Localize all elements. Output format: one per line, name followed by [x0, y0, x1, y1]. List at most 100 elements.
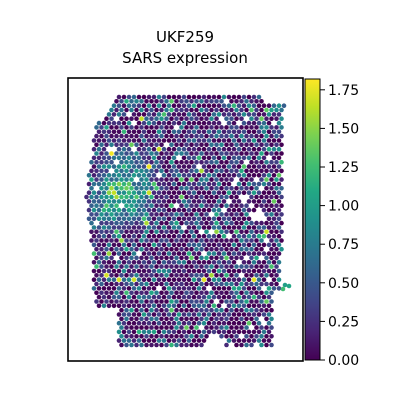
spot [92, 182, 97, 187]
spot [167, 190, 172, 195]
spot [129, 325, 134, 330]
spot [274, 195, 279, 200]
spot [107, 112, 112, 117]
spot [267, 321, 272, 326]
spot [127, 338, 132, 343]
spot [239, 282, 244, 287]
spot [169, 299, 174, 304]
spot [144, 134, 149, 139]
spot [124, 343, 129, 348]
spot [122, 121, 127, 126]
spot [187, 164, 192, 169]
spot [107, 260, 112, 265]
spot [99, 238, 104, 243]
spot [107, 225, 112, 230]
spot [202, 182, 207, 187]
spot [272, 147, 277, 152]
spot [184, 308, 189, 313]
spot [124, 334, 129, 339]
spot [117, 121, 122, 126]
spot [102, 121, 107, 126]
spot [117, 295, 122, 300]
spot [122, 304, 127, 309]
spot [139, 334, 144, 339]
spot [219, 230, 224, 235]
spot [224, 221, 229, 226]
spot [227, 95, 232, 100]
spot [172, 321, 177, 326]
spot [237, 130, 242, 135]
spot [224, 177, 229, 182]
spot [247, 277, 252, 282]
spot [152, 173, 157, 178]
spot [157, 243, 162, 248]
spot [94, 203, 99, 208]
spot [142, 164, 147, 169]
spot [219, 247, 224, 252]
spot [212, 243, 217, 248]
spot [227, 173, 232, 178]
spot [267, 130, 272, 135]
spot [269, 238, 274, 243]
spot [169, 99, 174, 104]
spot [144, 230, 149, 235]
spot [164, 99, 169, 104]
spot [234, 195, 239, 200]
spot [172, 208, 177, 213]
spot [199, 317, 204, 322]
spot [244, 247, 249, 252]
spot [262, 260, 267, 265]
spot [249, 108, 254, 113]
spot [267, 304, 272, 309]
spot [104, 186, 109, 191]
spot [207, 138, 212, 143]
spot [144, 116, 149, 121]
spot [114, 230, 119, 235]
spot [244, 186, 249, 191]
spot [124, 134, 129, 139]
spot [269, 299, 274, 304]
spot [234, 212, 239, 217]
spot [192, 295, 197, 300]
spot [114, 177, 119, 182]
spot [249, 221, 254, 226]
spot [172, 164, 177, 169]
spot [152, 225, 157, 230]
spot [192, 190, 197, 195]
spot [119, 212, 124, 217]
spot [182, 112, 187, 117]
spot [199, 186, 204, 191]
spot [122, 277, 127, 282]
spot [124, 177, 129, 182]
spot [174, 334, 179, 339]
spot [94, 160, 99, 165]
spot [277, 234, 282, 239]
spot [129, 291, 134, 296]
spot [202, 130, 207, 135]
spot [214, 203, 219, 208]
spot [202, 199, 207, 204]
spot [174, 151, 179, 156]
spot [209, 299, 214, 304]
spot [182, 312, 187, 317]
spot [167, 295, 172, 300]
spot [214, 177, 219, 182]
spot [199, 282, 204, 287]
spot [172, 260, 177, 265]
spot [127, 156, 132, 161]
spot [177, 130, 182, 135]
spot [154, 125, 159, 130]
spot [144, 247, 149, 252]
spot [224, 125, 229, 130]
spot [254, 195, 259, 200]
spot [124, 325, 129, 330]
spot [144, 317, 149, 322]
spot [232, 312, 237, 317]
spot [139, 230, 144, 235]
spot [237, 225, 242, 230]
spot [139, 143, 144, 148]
spot [179, 116, 184, 121]
spot [277, 217, 282, 222]
spot [137, 312, 142, 317]
spot [117, 112, 122, 117]
